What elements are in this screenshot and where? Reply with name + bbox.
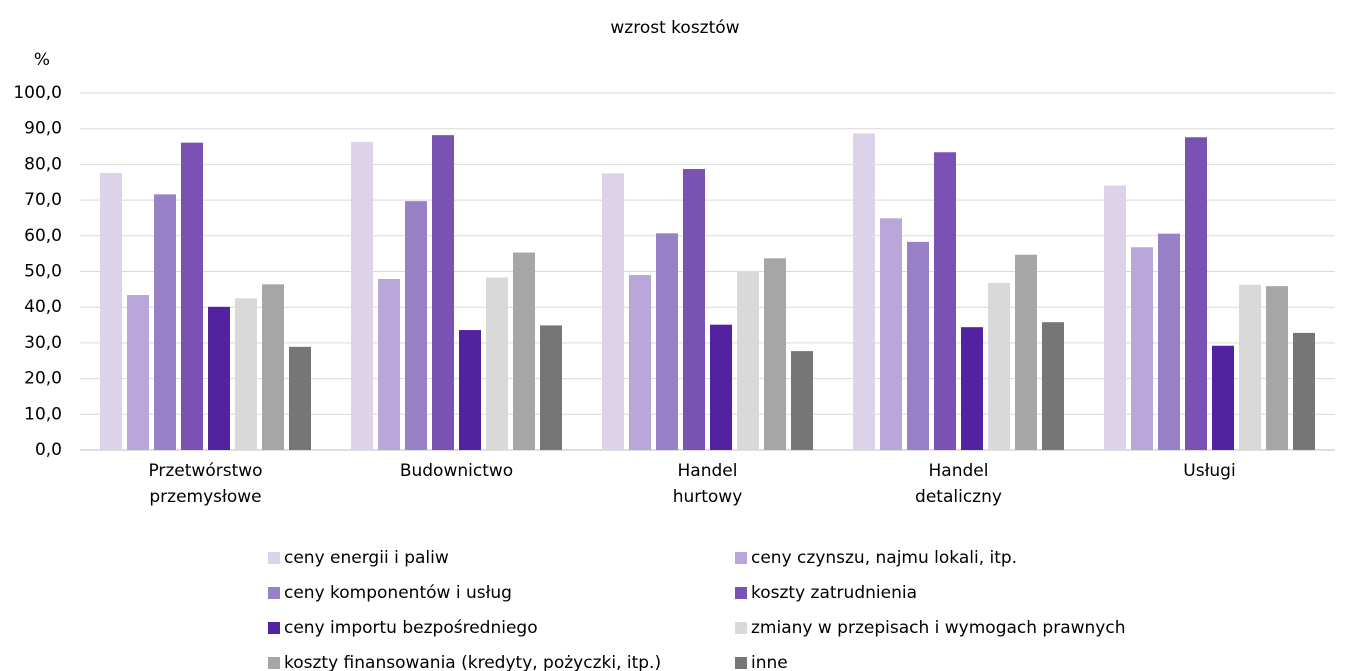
legend-swatch: [735, 622, 747, 634]
bar: [683, 169, 705, 450]
bar: [988, 282, 1010, 450]
x-tick-label: Handel hurtowy: [672, 461, 743, 507]
y-tick-label: 40,0: [24, 297, 62, 317]
bar: [1042, 322, 1064, 450]
bar: [378, 278, 400, 450]
bar: [351, 141, 373, 450]
y-tick-label: 0,0: [35, 440, 62, 460]
bar: [235, 298, 257, 450]
legend-swatch: [268, 622, 280, 634]
bar: [405, 201, 427, 450]
bar: [710, 324, 732, 450]
legend-label: ceny energii i paliw: [284, 548, 449, 568]
y-tick-label: 10,0: [24, 404, 62, 424]
x-tick-label: Przetwórstwo przemysłowe: [148, 461, 263, 507]
x-tick-label: Usługi: [1183, 461, 1236, 481]
bar: [154, 194, 176, 450]
bar: [513, 252, 535, 450]
legend-label: zmiany w przepisach i wymogach prawnych: [751, 618, 1126, 638]
y-tick-label: 50,0: [24, 262, 62, 282]
bar: [127, 295, 149, 450]
legend-label: inne: [751, 653, 788, 671]
bar: [1212, 345, 1234, 450]
bar: [907, 241, 929, 450]
bar: [100, 172, 122, 450]
y-tick-label: 30,0: [24, 333, 62, 353]
y-axis-label: %: [34, 50, 50, 70]
bar: [629, 275, 651, 450]
legend-label: koszty zatrudnienia: [751, 583, 917, 603]
bar: [853, 133, 875, 450]
x-tick-label: Handel detaliczny: [915, 461, 1002, 507]
bar: [432, 135, 454, 450]
bar: [602, 173, 624, 450]
legend-label: ceny komponentów i usług: [284, 583, 512, 603]
legend-label: koszty finansowania (kredyty, pożyczki, …: [284, 653, 661, 671]
bar: [880, 218, 902, 450]
y-tick-label: 20,0: [24, 369, 62, 389]
bar: [1293, 332, 1315, 450]
bar: [289, 346, 311, 450]
y-tick-label: 70,0: [24, 190, 62, 210]
bar: [486, 277, 508, 450]
bar: [961, 327, 983, 450]
bar: [737, 271, 759, 450]
bar: [1185, 137, 1207, 450]
bar: [1266, 286, 1288, 450]
bar: [459, 330, 481, 450]
bar: [1015, 254, 1037, 450]
legend-swatch: [268, 552, 280, 564]
bar: [1104, 185, 1126, 450]
bar: [1158, 233, 1180, 450]
y-tick-label: 100,0: [13, 83, 62, 103]
legend-label: ceny importu bezpośredniego: [284, 618, 538, 638]
legend-swatch: [268, 587, 280, 599]
bar: [262, 284, 284, 450]
legend-swatch: [268, 657, 280, 669]
y-tick-label: 60,0: [24, 226, 62, 246]
bar: [1239, 284, 1261, 450]
legend-label: ceny czynszu, najmu lokali, itp.: [751, 548, 1017, 568]
bar: [764, 258, 786, 450]
bar: [208, 306, 230, 450]
legend-swatch: [735, 657, 747, 669]
bar: [1131, 247, 1153, 450]
legend-swatch: [735, 552, 747, 564]
y-tick-label: 80,0: [24, 154, 62, 174]
bar: [181, 142, 203, 451]
bar: [934, 152, 956, 450]
bar: [540, 325, 562, 450]
legend-swatch: [735, 587, 747, 599]
chart-title: wzrost kosztów: [610, 18, 739, 38]
bar: [791, 351, 813, 450]
y-tick-label: 90,0: [24, 119, 62, 139]
x-tick-label: Budownictwo: [399, 461, 514, 481]
bar: [656, 233, 678, 450]
